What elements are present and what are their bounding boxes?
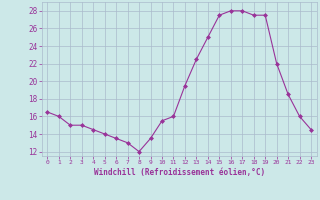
X-axis label: Windchill (Refroidissement éolien,°C): Windchill (Refroidissement éolien,°C) — [94, 168, 265, 177]
